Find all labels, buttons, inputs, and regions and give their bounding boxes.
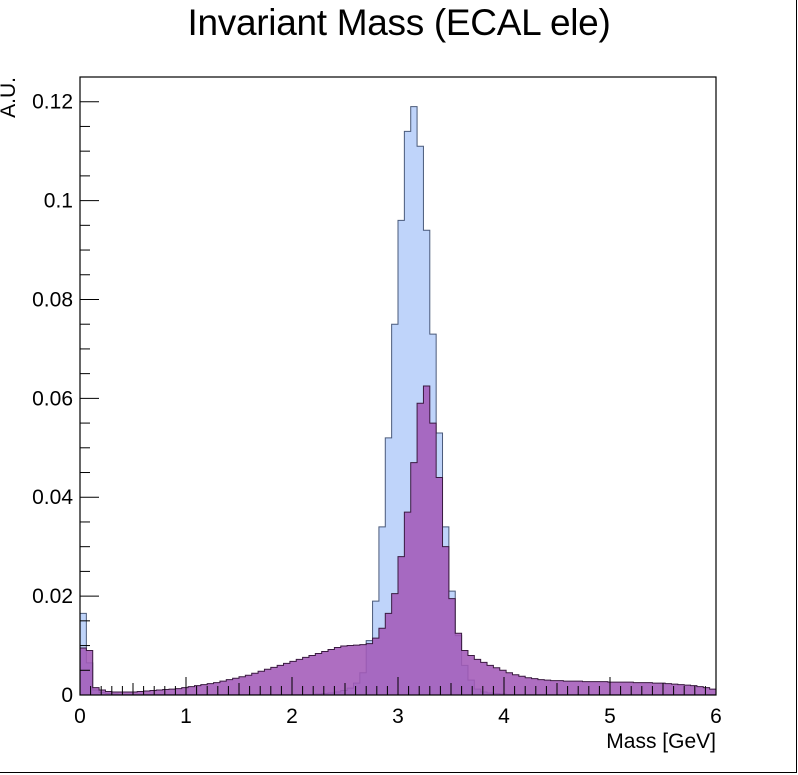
series-layer	[79, 106, 717, 696]
y-tick-label: 0	[61, 684, 73, 707]
y-tick-label: 0.06	[32, 387, 73, 410]
y-axis-label: A.U.	[0, 77, 20, 118]
x-tick-label: 5	[604, 705, 616, 728]
x-tick-label: 6	[710, 705, 722, 728]
chart-title: Invariant Mass (ECAL ele)	[187, 2, 611, 43]
x-tick-label: 2	[286, 705, 298, 728]
y-tick-label: 0.02	[32, 585, 73, 608]
ticks-layer: 0 1 2 3 4 5 6 0 0.02 0.04 0.06 0.08 0.1 0.12	[32, 91, 722, 728]
x-tick-label: 4	[498, 705, 510, 728]
y-tick-label: 0.04	[32, 486, 73, 509]
y-tick-label: 0.08	[32, 288, 73, 311]
y-tick-label: 0.1	[44, 190, 73, 213]
y-tick-label: 0.12	[32, 91, 73, 114]
x-tick-label: 1	[180, 705, 192, 728]
x-axis-label: Mass [GeV]	[606, 730, 716, 753]
x-tick-label: 0	[74, 705, 86, 728]
histogram-series-2	[79, 385, 717, 696]
x-tick-label: 3	[392, 705, 404, 728]
